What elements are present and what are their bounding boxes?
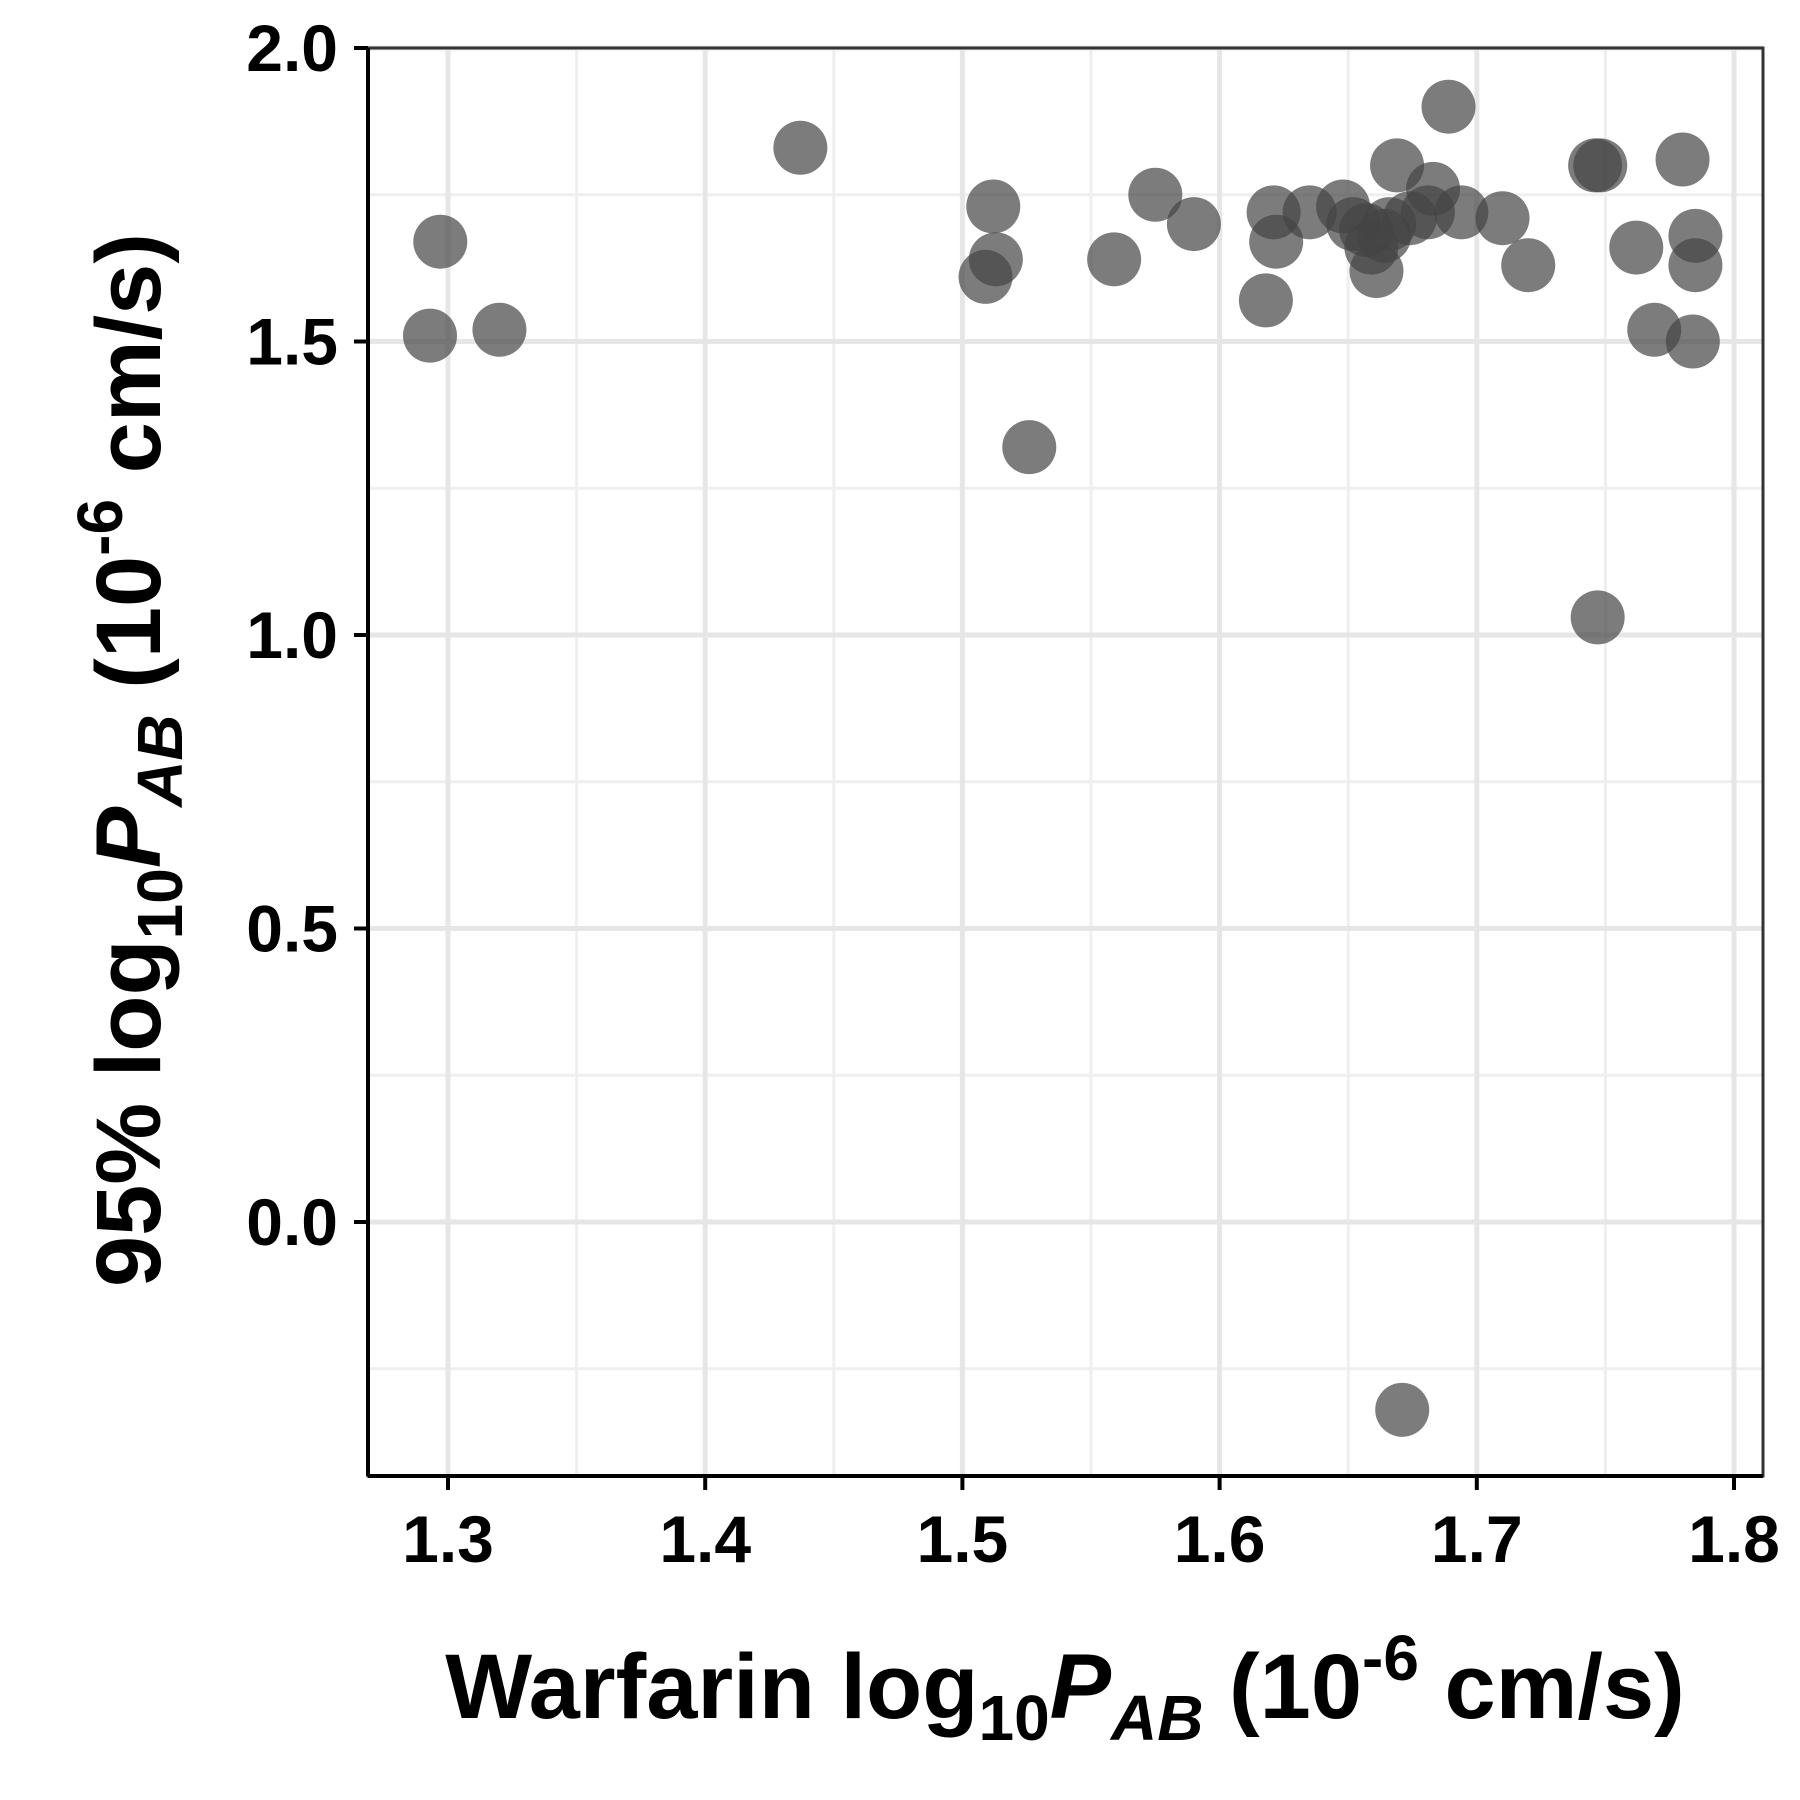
data-point	[1501, 238, 1556, 293]
data-point	[413, 214, 468, 269]
data-point	[1475, 191, 1530, 246]
data-point	[1375, 1382, 1430, 1437]
data-point	[1665, 314, 1720, 369]
data-point	[1238, 273, 1293, 328]
data-point	[472, 302, 527, 357]
data-point	[1434, 185, 1489, 240]
y-tick-label: 0.5	[246, 892, 338, 966]
data-point	[402, 308, 457, 363]
data-point	[1002, 420, 1057, 475]
axes	[366, 48, 1763, 1478]
data-point	[1609, 220, 1664, 275]
y-tick-label: 2.0	[246, 11, 338, 85]
data-point	[1087, 232, 1142, 287]
x-tick-label: 1.3	[402, 1502, 494, 1576]
y-tick-label: 1.0	[246, 598, 338, 672]
data-point	[968, 232, 1023, 287]
x-tick-label: 1.8	[1688, 1502, 1780, 1576]
grid	[368, 45, 1763, 1476]
data-point	[1573, 138, 1628, 193]
x-tick-label: 1.5	[917, 1502, 1009, 1576]
data-point	[1668, 238, 1723, 293]
data-point	[1421, 79, 1476, 134]
x-axis-ticks: 1.3 1.4 1.5 1.6 1.7 1.8	[402, 1476, 1780, 1576]
y-tick-label: 0.0	[246, 1185, 338, 1259]
y-axis-title: 95% log10PAB (10-6 cm/s)	[64, 233, 196, 1287]
data-point	[1570, 590, 1625, 645]
x-axis-title: Warfarin log10PAB (10-6 cm/s)	[445, 1622, 1685, 1754]
data-point	[773, 120, 828, 175]
x-tick-label: 1.6	[1174, 1502, 1266, 1576]
data-point	[1166, 197, 1221, 252]
data-point	[1128, 167, 1183, 222]
data-point	[966, 179, 1021, 234]
x-tick-label: 1.7	[1431, 1502, 1523, 1576]
data-point	[1655, 132, 1710, 187]
x-tick-label: 1.4	[659, 1502, 751, 1576]
data-points	[402, 79, 1723, 1437]
y-tick-label: 1.5	[246, 305, 338, 379]
y-axis-ticks: 0.0 0.5 1.0 1.5 2.0	[246, 11, 368, 1259]
